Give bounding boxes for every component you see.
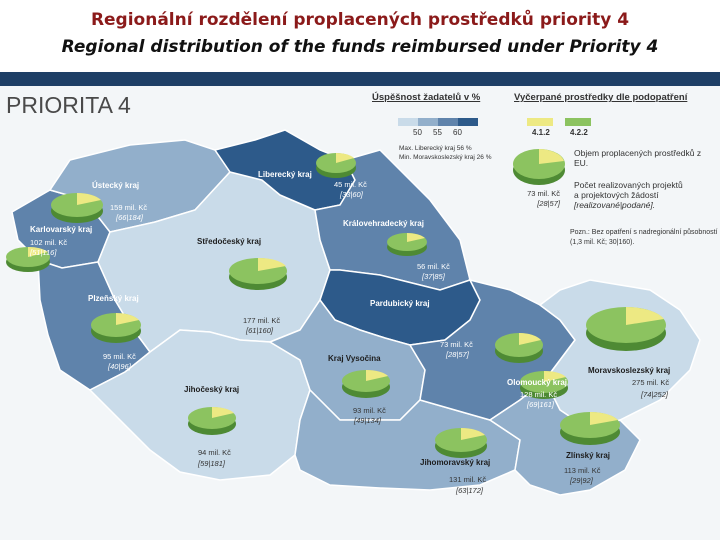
ratio-zlinsky: [29|92] (570, 476, 593, 485)
legend-swatch-422 (565, 118, 591, 126)
legend-note-1: Pozn.: Bez opatření s nadregionální půso… (570, 229, 718, 236)
legend-swatch-2 (418, 118, 438, 126)
label-karlovarsky: Karlovarský kraj (30, 225, 93, 234)
label-liberecky: Liberecký kraj (258, 170, 312, 179)
value-olomoucky: 128 mil. Kč (520, 390, 558, 399)
label-stredocesky: Středočeský kraj (197, 237, 262, 246)
value-ustecky: 159 mil. Kč (110, 203, 148, 212)
value-pardubicky: 73 mil. Kč (440, 340, 473, 349)
value-jihocesky: 94 mil. Kč (198, 448, 231, 457)
legend-funds-title: Vyčerpané prostředky dle podopatření (514, 92, 688, 103)
label-vysocina: Kraj Vysočina (328, 354, 381, 363)
legend-swatch-1 (398, 118, 418, 126)
value-vysocina: 93 mil. Kč (353, 406, 386, 415)
title-english: Regional distribution of the funds reimb… (61, 37, 659, 57)
ratio-karlovarsky: [51|116] (30, 248, 57, 257)
legend-max-note: Max. Liberecký kraj 56 % (399, 145, 472, 152)
legend-desc-projects-3: [realizované|podané]. (574, 200, 656, 210)
legend-code-412: 4.1.2 (532, 128, 550, 137)
ratio-jihocesky: [59|181] (198, 459, 225, 468)
legend-scale-60: 60 (453, 128, 462, 137)
legend-scale-50: 50 (413, 128, 422, 137)
priority-heading: PRIORITA 4 (6, 92, 131, 118)
label-jihomoravsky: Jihomoravský kraj (420, 458, 491, 467)
ratio-plzensky: [40|96] (108, 362, 131, 371)
legend-sample-value: 73 mil. Kč (527, 189, 560, 198)
value-karlovarsky: 102 mil. Kč (30, 238, 68, 247)
value-kralovehradecky: 56 mil. Kč (417, 262, 450, 271)
legend-swatch-3 (438, 118, 458, 126)
legend-scale-55: 55 (433, 128, 442, 137)
label-olomoucky: Olomoucký kraj (507, 378, 568, 387)
legend-success-title: Úspěšnost žadatelů v % (372, 92, 481, 103)
legend-desc-funds: Objem proplacených prostředků z EU. (574, 148, 702, 168)
ratio-vysocina: [49|134] (354, 416, 381, 425)
value-zlinsky: 113 mil. Kč (564, 466, 601, 475)
legend-swatch-4 (458, 118, 478, 126)
ratio-pardubicky: [28|57] (446, 350, 469, 359)
label-pardubicky: Pardubický kraj (370, 299, 430, 308)
ratio-liberecky: [33|60] (340, 190, 363, 199)
ratio-ustecky: [66|184] (116, 213, 143, 222)
top-bar (0, 72, 720, 86)
label-zlinsky: Zlínský kraj (566, 451, 611, 460)
ratio-stredocesky: [61|160] (246, 326, 273, 335)
legend-sample-pie (513, 149, 565, 185)
legend-swatch-412 (527, 118, 553, 126)
value-jihomoravsky: 131 mil. Kč (449, 475, 487, 484)
value-moravskoslezsky: 275 mil. Kč (632, 378, 670, 387)
label-kralovehradecky: Královehradecký kraj (343, 219, 424, 228)
label-plzensky: Plzeňský kraj (88, 294, 139, 303)
label-ustecky: Ústecký kraj (92, 181, 140, 190)
legend-min-note: Min. Moravskoslezský kraj 26 % (399, 154, 492, 161)
legend-sample-ratio: [28|57] (537, 199, 560, 208)
header: Regionální rozdělení proplacených prostř… (0, 0, 720, 72)
ratio-kralovehradecky: [37|85] (422, 272, 445, 281)
legend-note-2: (1,3 mil. Kč; 30|160). (570, 239, 635, 246)
value-liberecky: 45 mil. Kč (334, 180, 367, 189)
label-moravskoslezsky: Moravskoslezský kraj (588, 366, 671, 375)
ratio-moravskoslezsky: [74|252] (641, 390, 668, 399)
region-moravskoslezsky (538, 279, 701, 431)
label-jihocesky: Jihočeský kraj (184, 385, 240, 394)
title-czech: Regionální rozdělení proplacených prostř… (90, 10, 630, 30)
value-plzensky: 95 mil. Kč (103, 352, 136, 361)
ratio-jihomoravsky: [63|172] (456, 486, 483, 495)
legend-code-422: 4.2.2 (570, 128, 588, 137)
value-stredocesky: 177 mil. Kč (243, 316, 281, 325)
ratio-olomoucky: [69|161] (527, 400, 554, 409)
legend-desc-projects-2: a projektových žádostí (574, 190, 659, 200)
legend-desc-projects-1: Počet realizovaných projektů (574, 180, 683, 190)
